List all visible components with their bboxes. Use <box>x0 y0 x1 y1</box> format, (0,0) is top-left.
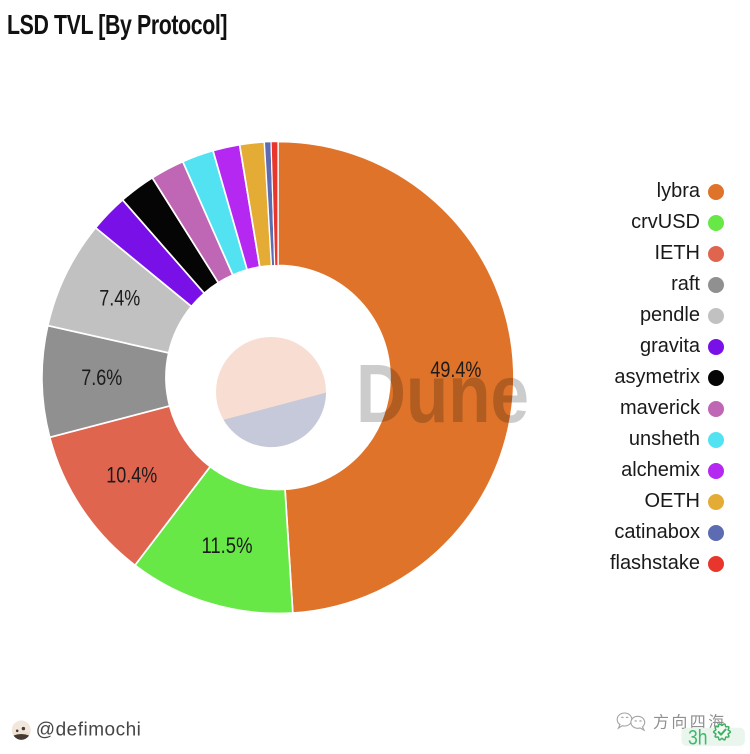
svg-text:7.4%: 7.4% <box>99 285 140 310</box>
svg-text:11.5%: 11.5% <box>202 533 253 558</box>
svg-text:@defimochi: @defimochi <box>36 719 142 740</box>
svg-text:49.4%: 49.4% <box>430 357 481 382</box>
svg-text:7.6%: 7.6% <box>81 365 122 390</box>
svg-text:方向四海: 方向四海 <box>653 713 727 731</box>
svg-text:Dune: Dune <box>356 347 529 440</box>
svg-text:3h: 3h <box>688 727 708 750</box>
svg-text:10.4%: 10.4% <box>106 463 157 488</box>
